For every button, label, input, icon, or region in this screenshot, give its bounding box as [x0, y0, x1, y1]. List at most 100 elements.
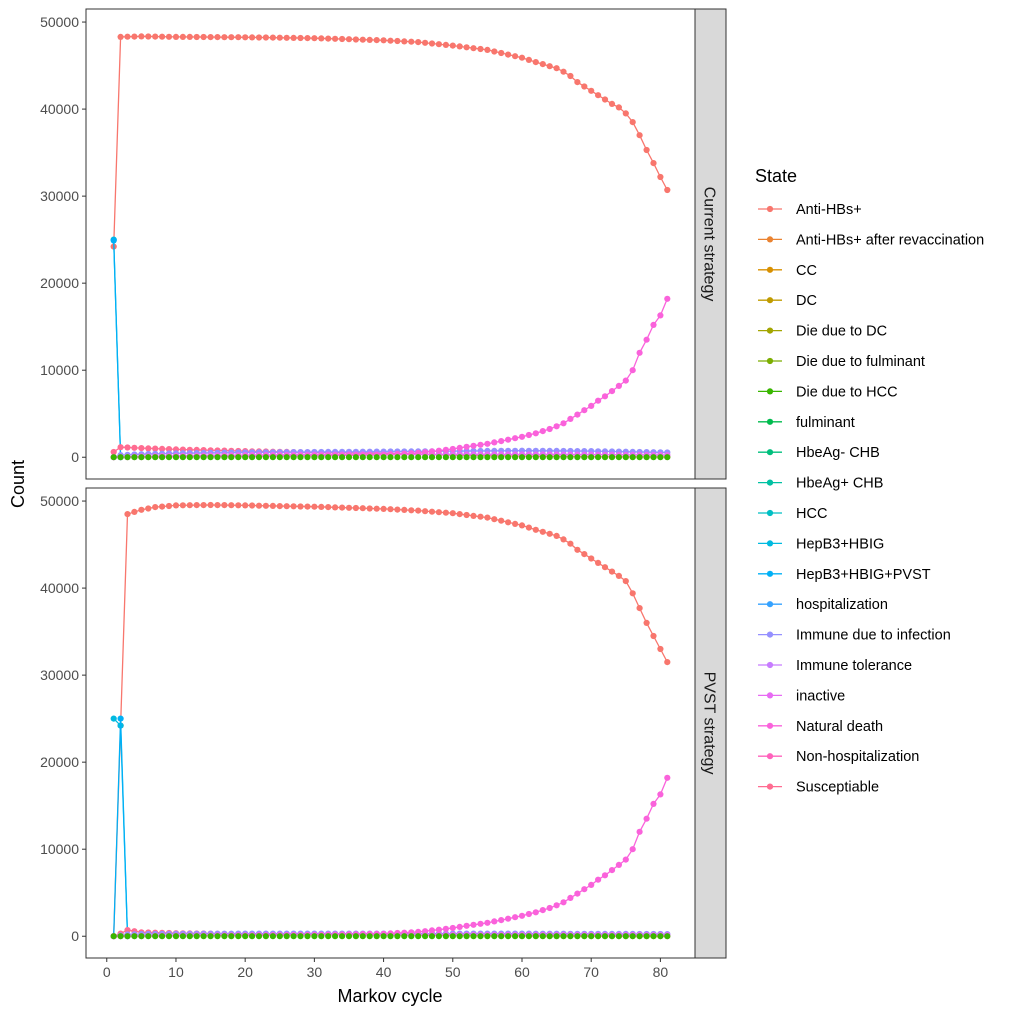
legend-label: Anti-HBs+: [796, 202, 862, 218]
data-point: [588, 87, 595, 94]
data-point: [442, 454, 449, 461]
data-point: [498, 454, 505, 461]
data-point: [124, 444, 131, 451]
data-point: [532, 933, 539, 940]
data-point: [242, 502, 249, 509]
data-point: [117, 715, 124, 722]
series-anti-hbs-: [110, 33, 671, 250]
data-point: [359, 36, 366, 43]
legend-entry: Die due to DC: [758, 324, 887, 340]
data-point: [546, 904, 553, 912]
data-point: [193, 454, 200, 461]
data-point: [131, 933, 138, 940]
data-point: [574, 454, 581, 461]
data-point: [470, 921, 477, 928]
data-point: [574, 411, 581, 418]
panel-1: Current strategy 0 10000 20000 30000 40000 500…: [40, 8, 727, 480]
data-point: [304, 454, 311, 461]
data-point: [193, 33, 200, 41]
data-point: [124, 933, 131, 940]
y-tick-label: 40000: [40, 580, 79, 596]
data-point: [117, 933, 124, 940]
data-point: [664, 933, 671, 940]
legend-key-point: [766, 753, 774, 760]
data-point: [650, 321, 657, 328]
data-point: [165, 933, 173, 940]
data-point: [435, 933, 442, 940]
data-point: [249, 933, 256, 940]
data-point: [332, 933, 339, 940]
data-point: [539, 428, 546, 435]
y-tick-label: 0: [71, 928, 79, 944]
data-point: [318, 454, 325, 461]
data-point: [650, 800, 657, 808]
legend-key-point: [766, 449, 774, 456]
data-point: [567, 72, 574, 80]
legend-key-point: [766, 509, 774, 517]
data-point: [463, 443, 470, 450]
y-axis-title: Count: [8, 460, 28, 508]
data-point: [339, 933, 346, 940]
y-tick-label: 30000: [40, 188, 79, 204]
data-point: [131, 444, 138, 451]
data-point: [553, 65, 560, 72]
data-point: [532, 430, 539, 437]
data-point: [290, 34, 297, 42]
data-point: [159, 33, 166, 40]
data-point: [560, 536, 567, 543]
data-point: [567, 540, 574, 547]
data-point: [262, 502, 269, 509]
data-point: [601, 564, 609, 571]
data-point: [456, 923, 463, 931]
data-point: [297, 503, 304, 510]
strip-label: PVST strategy: [701, 672, 718, 775]
legend-key-point: [766, 327, 774, 334]
data-point: [525, 454, 533, 461]
data-point: [518, 454, 526, 461]
data-point: [477, 920, 484, 927]
data-point: [339, 504, 346, 511]
data-point: [615, 104, 623, 111]
data-point: [449, 510, 456, 517]
x-tick-label: 20: [237, 964, 253, 980]
data-point: [470, 454, 477, 461]
data-point: [643, 454, 650, 461]
legend-label: Susceptiable: [796, 780, 879, 796]
data-point: [636, 605, 643, 612]
data-point: [325, 35, 332, 42]
legend-label: HepB3+HBIG+PVST: [796, 567, 931, 583]
legend-entry: HepB3+HBIG+PVST: [758, 567, 931, 583]
data-point: [498, 517, 505, 524]
legend-entry: HepB3+HBIG: [758, 536, 884, 552]
legend-entry: inactive: [758, 688, 845, 704]
data-point: [615, 572, 623, 580]
data-point: [124, 33, 131, 40]
data-point: [255, 933, 263, 940]
data-point: [366, 36, 373, 44]
data-point: [249, 34, 256, 41]
legend-label: Die due to DC: [796, 324, 887, 340]
data-point: [664, 774, 671, 781]
data-point: [408, 507, 415, 514]
data-point: [511, 454, 519, 461]
data-point: [567, 454, 574, 461]
data-point: [124, 454, 131, 461]
data-point: [387, 454, 394, 461]
data-point: [470, 933, 477, 940]
data-point: [345, 933, 353, 940]
data-point: [532, 454, 539, 461]
data-point: [214, 34, 221, 41]
data-point: [615, 454, 623, 461]
data-point: [214, 933, 221, 940]
data-point: [200, 454, 207, 461]
data-point: [650, 454, 657, 461]
data-point: [525, 431, 533, 439]
data-point: [325, 504, 332, 511]
data-point: [255, 454, 263, 461]
data-point: [235, 34, 242, 41]
data-point: [636, 132, 643, 139]
data-point: [567, 933, 574, 940]
data-point: [546, 425, 553, 433]
data-point: [595, 92, 602, 99]
data-point: [636, 454, 643, 461]
